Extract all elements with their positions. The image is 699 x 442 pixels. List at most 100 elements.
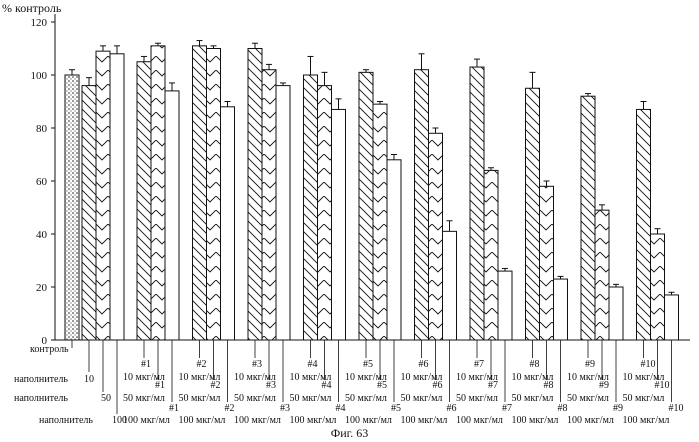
bar-1-3 bbox=[110, 54, 124, 340]
x-label-dose-50: 50 мкг/мл bbox=[623, 393, 665, 404]
bar-8-2 bbox=[484, 170, 498, 340]
y-axis-label: % контроль bbox=[2, 1, 61, 16]
bar-10-2 bbox=[595, 210, 609, 340]
bar-10-3 bbox=[609, 287, 623, 340]
bar-9-1 bbox=[526, 88, 540, 340]
x-label-dose-100: 100 мкг/мл bbox=[567, 415, 614, 426]
x-label-compound-5-50: #5 bbox=[377, 380, 387, 391]
x-label-compound-3-50: #3 bbox=[266, 380, 276, 391]
bar-6-2 bbox=[373, 104, 387, 340]
x-label-dose-100: 100 мкг/мл bbox=[401, 415, 448, 426]
x-label-compound-7-50: #7 bbox=[488, 380, 498, 391]
y-tick-label: 120 bbox=[31, 17, 48, 29]
bar-3-1 bbox=[193, 46, 207, 340]
x-label-compound-6-10: #6 bbox=[419, 359, 429, 370]
x-label-compound-10-100: #10 bbox=[669, 403, 684, 414]
x-label-compound-8-100: #8 bbox=[558, 403, 568, 414]
x-label-compound-6-50: #6 bbox=[433, 380, 443, 391]
bar-2-2 bbox=[151, 46, 165, 340]
bar-5-1 bbox=[304, 75, 318, 340]
bar-4-3 bbox=[276, 86, 290, 340]
x-label-dose-50: 50 мкг/мл bbox=[401, 393, 443, 404]
x-label-compound-10-10: #10 bbox=[641, 359, 656, 370]
x-label-dose-100: 100 мкг/мл bbox=[123, 415, 170, 426]
x-label-compound-9-100: #9 bbox=[613, 403, 623, 414]
y-tick-label: 20 bbox=[36, 282, 48, 294]
x-label-dose-100: 100 мкг/мл bbox=[179, 415, 226, 426]
x-label-compound-4-10: #4 bbox=[308, 359, 318, 370]
x-label-compound-1-100: #1 bbox=[169, 403, 179, 414]
x-label-compound-3-10: #3 bbox=[252, 359, 262, 370]
x-label-dose-50: 50 мкг/мл bbox=[567, 393, 609, 404]
x-label-vehicle-50-dose: 50 bbox=[101, 393, 111, 404]
bar-3-2 bbox=[207, 49, 221, 341]
figure-caption: Фиг. 63 bbox=[0, 426, 699, 441]
x-label-dose-100: 100 мкг/мл bbox=[623, 415, 670, 426]
x-label-compound-4-50: #4 bbox=[322, 380, 332, 391]
bar-0-0 bbox=[65, 75, 79, 340]
x-label-compound-7-100: #7 bbox=[502, 403, 512, 414]
x-label-compound-6-100: #6 bbox=[447, 403, 457, 414]
bar-7-1 bbox=[415, 70, 429, 340]
bar-2-1 bbox=[137, 62, 151, 340]
bar-9-3 bbox=[554, 279, 568, 340]
x-label-dose-50: 50 мкг/мл bbox=[345, 393, 387, 404]
bar-8-3 bbox=[498, 271, 512, 340]
x-label-dose-50: 50 мкг/мл bbox=[290, 393, 332, 404]
x-label-vehicle-50: наполнитель bbox=[14, 393, 68, 404]
bar-5-3 bbox=[332, 109, 346, 340]
x-label-compound-2-10: #2 bbox=[197, 359, 207, 370]
bar-2-3 bbox=[165, 91, 179, 340]
y-tick-label: 40 bbox=[36, 229, 48, 241]
bar-4-2 bbox=[262, 70, 276, 340]
x-label-dose-100: 100 мкг/мл bbox=[456, 415, 503, 426]
bar-5-2 bbox=[318, 86, 332, 340]
x-label-dose-50: 50 мкг/мл bbox=[234, 393, 276, 404]
x-label-dose-100: 100 мкг/мл bbox=[512, 415, 559, 426]
bar-7-3 bbox=[443, 231, 457, 340]
x-label-vehicle-10: наполнитель bbox=[14, 374, 68, 385]
bar-3-3 bbox=[221, 107, 235, 340]
x-label-compound-9-10: #9 bbox=[585, 359, 595, 370]
x-label-dose-50: 50 мкг/мл bbox=[512, 393, 554, 404]
x-label-compound-9-50: #9 bbox=[599, 380, 609, 391]
x-label-compound-1-50: #1 bbox=[155, 380, 165, 391]
y-tick-label: 80 bbox=[36, 123, 48, 135]
x-label-compound-2-50: #2 bbox=[211, 380, 221, 391]
bar-1-2 bbox=[96, 51, 110, 340]
x-label-dose-100: 100 мкг/мл bbox=[345, 415, 392, 426]
bar-7-2 bbox=[429, 133, 443, 340]
bar-10-1 bbox=[581, 96, 595, 340]
x-label-compound-5-10: #5 bbox=[363, 359, 373, 370]
x-label-compound-4-100: #4 bbox=[336, 403, 346, 414]
x-label-control: контроль bbox=[30, 344, 69, 355]
x-label-dose-50: 50 мкг/мл bbox=[456, 393, 498, 404]
x-label-compound-7-10: #7 bbox=[474, 359, 484, 370]
bar-6-3 bbox=[387, 160, 401, 340]
y-tick-label: 100 bbox=[31, 70, 48, 82]
y-tick-label: 60 bbox=[36, 176, 48, 188]
x-label-dose-100: 100 мкг/мл bbox=[290, 415, 337, 426]
x-label-dose-50: 50 мкг/мл bbox=[123, 393, 165, 404]
bar-11-3 bbox=[665, 295, 679, 340]
x-label-vehicle-10-dose: 10 bbox=[84, 374, 94, 385]
x-label-dose-50: 50 мкг/мл bbox=[179, 393, 221, 404]
x-label-compound-8-10: #8 bbox=[530, 359, 540, 370]
bar-11-2 bbox=[651, 234, 665, 340]
x-label-compound-8-50: #8 bbox=[544, 380, 554, 391]
x-label-dose-100: 100 мкг/мл bbox=[234, 415, 281, 426]
x-label-compound-10-50: #10 bbox=[655, 380, 670, 391]
x-label-compound-1-10: #1 bbox=[141, 359, 151, 370]
bar-4-1 bbox=[248, 49, 262, 341]
x-label-vehicle-100: наполнитель bbox=[39, 415, 93, 426]
bar-1-1 bbox=[82, 86, 96, 340]
x-label-compound-5-100: #5 bbox=[391, 403, 401, 414]
bar-9-2 bbox=[540, 186, 554, 340]
x-label-compound-3-100: #3 bbox=[280, 403, 290, 414]
bar-6-1 bbox=[359, 72, 373, 340]
bar-8-1 bbox=[470, 67, 484, 340]
bar-11-1 bbox=[637, 109, 651, 340]
x-label-compound-2-100: #2 bbox=[225, 403, 235, 414]
